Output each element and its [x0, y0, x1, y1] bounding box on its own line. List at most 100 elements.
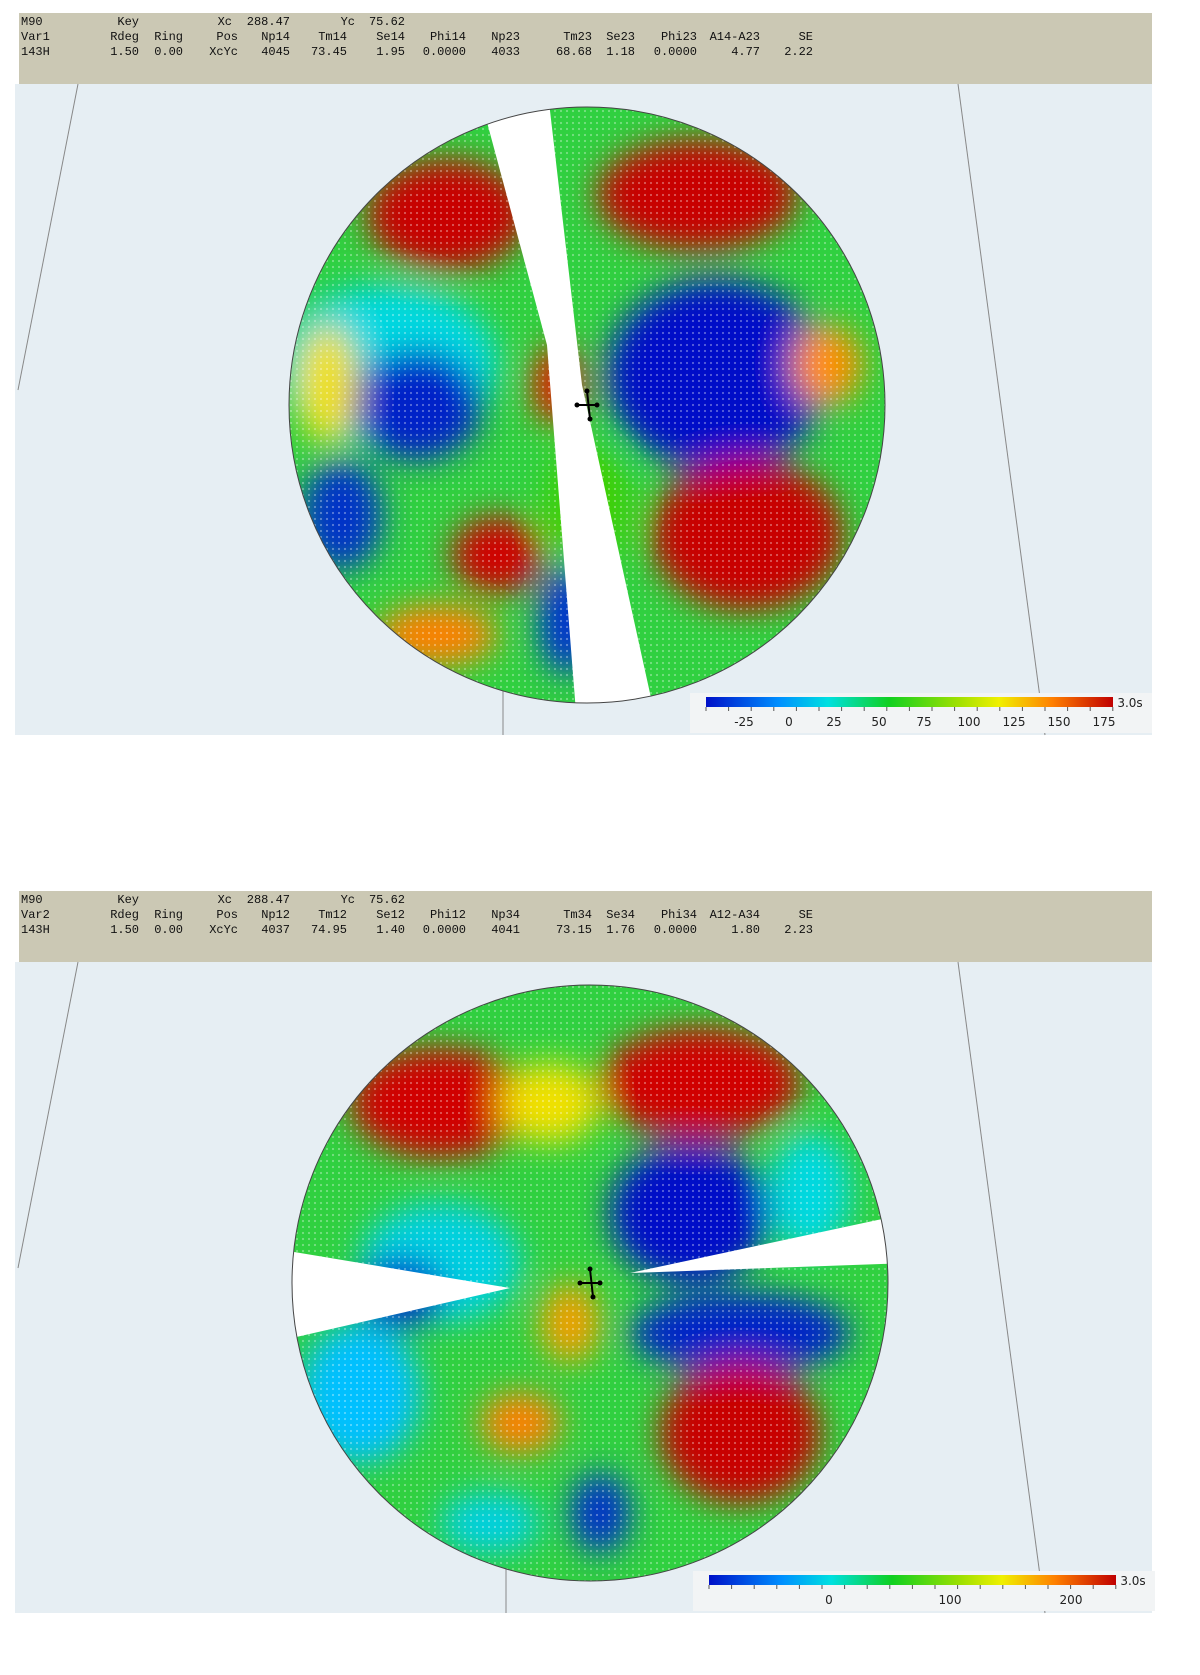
header-cell: Tm14 [318, 30, 347, 44]
header-cell: 1.18 [606, 45, 635, 59]
header-cell: Pos [216, 30, 238, 44]
marker-dot [594, 402, 600, 408]
header-cell: 143H [21, 45, 50, 59]
header-cell: 1.50 [110, 45, 139, 59]
panel: M90 Key Xc 288.47 Yc 75.62 Var1 Rdeg Ring Pos Np14… [15, 13, 1152, 736]
header-cell: Phi14 [430, 30, 466, 44]
header-cell: SE [799, 30, 813, 44]
header-cell: SE [799, 908, 813, 922]
marker-dot [587, 1266, 593, 1272]
marker-dot [574, 402, 580, 408]
header-cell: Phi12 [430, 908, 466, 922]
header-cell: XcYc [209, 923, 238, 937]
header-cell: 74.95 [311, 923, 347, 937]
header-cell: 0.00 [154, 923, 183, 937]
header-bar [19, 13, 1152, 84]
header-cell: Rdeg [110, 908, 139, 922]
wafer-map [289, 107, 885, 703]
header-cell: Ring [154, 30, 183, 44]
header-cell: Yc [341, 893, 355, 907]
marker-dot [597, 1280, 603, 1286]
header-cell: Np23 [491, 30, 520, 44]
colorbar-tick-label: 150 [1048, 715, 1071, 729]
guide-line [17, 961, 79, 1269]
marker-dot [590, 1294, 596, 1300]
header-cell: 73.15 [556, 923, 592, 937]
header-cell: Tm23 [563, 30, 592, 44]
header-cell: Yc [341, 15, 355, 29]
header-cell: M90 [21, 893, 43, 907]
colorbar-tick-label: 0 [825, 1593, 833, 1607]
header-cell: 0.0000 [423, 45, 466, 59]
header-cell: Xc [218, 15, 232, 29]
header-cell: 1.95 [376, 45, 405, 59]
marker-line [589, 1268, 594, 1298]
header-cell: Se23 [606, 30, 635, 44]
header-cell: Phi34 [661, 908, 697, 922]
guide-line [17, 83, 79, 391]
header-cell: 2.23 [784, 923, 813, 937]
colorbar-tick-label: 50 [871, 715, 886, 729]
header-cell: Key [117, 15, 139, 29]
colorbar-tick-label: 125 [1003, 715, 1026, 729]
header-cell: 0.0000 [654, 923, 697, 937]
header-cell: 0.0000 [423, 923, 466, 937]
header-bar [19, 891, 1152, 962]
colorbar-tick-label: 175 [1093, 715, 1116, 729]
marker-dot [577, 1280, 583, 1286]
center-marker [577, 1266, 603, 1300]
gap [292, 1248, 510, 1343]
header-cell: A12-A34 [710, 908, 760, 922]
header-cell: Xc [218, 893, 232, 907]
colorbar-tick-label: 25 [826, 715, 841, 729]
header-cell: 1.50 [110, 923, 139, 937]
header-cell: Tm12 [318, 908, 347, 922]
header-cell: Np34 [491, 908, 520, 922]
header-cell: 68.68 [556, 45, 592, 59]
header-cell: Phi23 [661, 30, 697, 44]
header-cell: 2.22 [784, 45, 813, 59]
colorbar-tick-label: 100 [958, 715, 981, 729]
header-cell: Np12 [261, 908, 290, 922]
header-cell: M90 [21, 15, 43, 29]
colorbar-unit: 3.0s [1117, 696, 1142, 710]
wafer-edge [291, 984, 889, 1582]
header-cell: 0.0000 [654, 45, 697, 59]
header-cell: 1.40 [376, 923, 405, 937]
header-cell: 4033 [491, 45, 520, 59]
marker-line [586, 390, 591, 420]
colorbar-tick-label: 200 [1060, 1593, 1083, 1607]
colorbar-tick-label: 0 [785, 715, 793, 729]
colorbar-tick-label: 75 [916, 715, 931, 729]
header-cell: Tm34 [563, 908, 592, 922]
header-cell: Ring [154, 908, 183, 922]
header-cell: Var2 [21, 908, 50, 922]
marker-dot [584, 388, 590, 394]
colorbar-unit: 3.0s [1120, 1574, 1145, 1588]
header-cell: 4037 [261, 923, 290, 937]
header-cell: 4041 [491, 923, 520, 937]
gap [477, 107, 657, 703]
header-cell: 75.62 [369, 893, 405, 907]
header-cell: 1.80 [731, 923, 760, 937]
header-cell: A14-A23 [710, 30, 760, 44]
header-cell: Se12 [376, 908, 405, 922]
header-cell: Rdeg [110, 30, 139, 44]
header-cell: 143H [21, 923, 50, 937]
header-cell: 288.47 [247, 893, 290, 907]
header-cell: 4045 [261, 45, 290, 59]
header-cell: 75.62 [369, 15, 405, 29]
colorbar [709, 1575, 1116, 1585]
header-cell: 4.77 [731, 45, 760, 59]
header-cell: XcYc [209, 45, 238, 59]
colorbar-tick-label: 100 [939, 1593, 962, 1607]
header-cell: 1.76 [606, 923, 635, 937]
header-cell: 288.47 [247, 15, 290, 29]
header-cell: Var1 [21, 30, 50, 44]
gap [630, 1213, 888, 1273]
wafer-edge [288, 106, 886, 704]
guide-line [957, 83, 1046, 736]
header-cell: 73.45 [311, 45, 347, 59]
